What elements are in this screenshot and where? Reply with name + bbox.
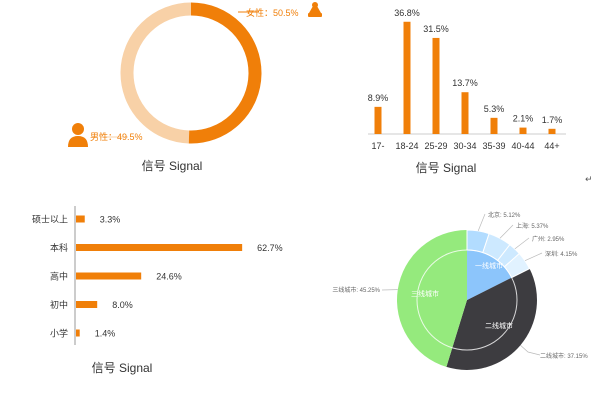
inner-ring-outline xyxy=(416,249,518,351)
city-share-label: 深圳: 4.15% xyxy=(545,250,578,258)
age-bar xyxy=(490,117,498,134)
age-bar xyxy=(548,128,556,134)
first-tier-label: 一线城市 xyxy=(475,261,503,270)
age-value-label: 5.3% xyxy=(484,104,505,114)
education-bar xyxy=(76,244,243,251)
education-bar xyxy=(76,301,98,308)
male-share-arc xyxy=(120,2,192,144)
age-bar xyxy=(461,92,469,134)
education-category-label: 初中 xyxy=(50,299,68,310)
city-share-label: 上海: 5.37% xyxy=(516,222,549,230)
age-value-label: 13.7% xyxy=(452,78,478,88)
male-icon xyxy=(68,123,88,147)
age-value-label: 1.7% xyxy=(542,115,563,125)
age-bar xyxy=(432,37,440,134)
education-value-label: 8.0% xyxy=(112,300,133,310)
education-value-label: 62.7% xyxy=(257,243,283,253)
third-tier-label: 三线城市 xyxy=(411,289,439,298)
age-category-label: 25-29 xyxy=(424,141,447,151)
city-share-label: 北京: 5.12% xyxy=(488,211,521,219)
gender-donut-chart: 女性：50.5% 男性：49.5% 信号 Signal xyxy=(68,2,322,173)
education-bar xyxy=(76,272,142,280)
city-share-label: 广州: 2.95% xyxy=(532,235,565,243)
age-value-label: 31.5% xyxy=(423,24,449,34)
third-tier-share-label: 三线城市: 45.25% xyxy=(332,286,380,294)
second-tier-share-label: 二线城市: 37.15% xyxy=(540,352,588,360)
age-category-label: 44+ xyxy=(544,141,559,151)
education-chart-caption: 信号 Signal xyxy=(92,361,153,375)
education-category-label: 高中 xyxy=(50,271,68,282)
age-value-label: 8.9% xyxy=(368,93,389,103)
age-category-label: 17- xyxy=(371,141,384,151)
first-tier-inner-slice xyxy=(467,250,512,300)
age-value-label: 2.1% xyxy=(513,114,534,124)
second-tier-leader-line xyxy=(520,344,541,356)
education-bar-chart: 信号 Signal 3.3% 硕士以上 62.7% 本科 24.6% 高中 8.0% 初中 1.… xyxy=(32,206,283,375)
third-tier-slice xyxy=(396,230,467,367)
age-chart-caption: 信号 Signal xyxy=(416,161,477,175)
second-tier-label: 二线城市 xyxy=(485,321,513,330)
female-share-arc xyxy=(188,2,262,144)
age-value-label: 36.8% xyxy=(394,8,420,18)
education-bar xyxy=(76,215,85,223)
city-leader-line xyxy=(524,252,543,262)
gender-chart-caption: 信号 Signal xyxy=(142,159,203,173)
age-bar xyxy=(519,127,527,134)
education-category-label: 小学 xyxy=(50,328,68,339)
age-category-label: 40-44 xyxy=(511,141,534,151)
age-category-label: 35-39 xyxy=(482,141,505,151)
city-leader-line xyxy=(499,224,514,239)
age-bar xyxy=(403,21,411,134)
age-category-label: 30-34 xyxy=(453,141,476,151)
education-bar xyxy=(76,329,80,337)
male-share-label: 男性：49.5% xyxy=(90,131,143,142)
female-icon xyxy=(308,2,322,17)
age-category-label: 18-24 xyxy=(395,141,418,151)
education-category-label: 本科 xyxy=(50,242,68,253)
age-bar-chart: 信号 Signal 8.9% 17- 36.8% 18-24 31.5% 25-29 13.… xyxy=(368,8,566,175)
education-category-label: 硕士以上 xyxy=(32,214,68,225)
age-bar xyxy=(374,106,382,134)
city-leader-line xyxy=(477,213,486,232)
education-value-label: 1.4% xyxy=(95,329,116,339)
education-value-label: 3.3% xyxy=(100,215,121,225)
second-tier-slice xyxy=(446,268,537,370)
education-value-label: 24.6% xyxy=(156,272,182,282)
city-leader-line xyxy=(514,237,530,250)
return-mark: ↵ xyxy=(585,174,593,184)
female-share-label: 女性：50.5% xyxy=(246,7,299,18)
